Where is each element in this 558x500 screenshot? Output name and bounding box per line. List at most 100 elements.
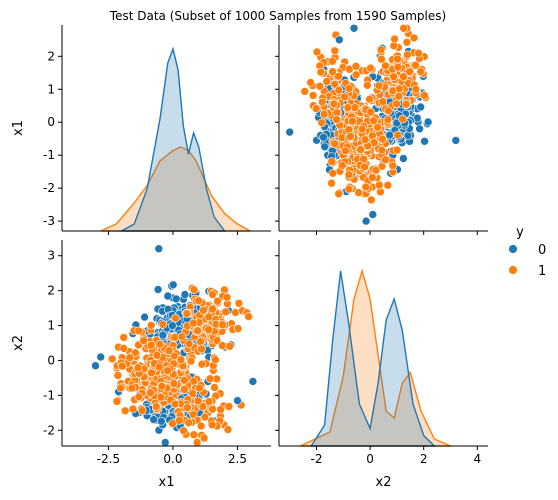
y-axis-label-x1: x1 xyxy=(11,120,26,136)
scatter-point xyxy=(373,123,383,132)
scatter-point xyxy=(385,130,394,140)
scatter-point xyxy=(337,161,347,170)
x-tick-label: -2 xyxy=(311,452,323,466)
scatter-point xyxy=(367,173,377,182)
y-tick-label: -2 xyxy=(43,423,55,437)
kde-curve-class_0 xyxy=(309,270,437,447)
scatter-point xyxy=(388,161,398,171)
scatter-point xyxy=(218,320,227,330)
scatter-point xyxy=(233,396,242,405)
x-tick-label: 0.0 xyxy=(163,452,182,466)
scatter-point xyxy=(344,184,354,194)
scatter-point xyxy=(196,421,206,431)
scatter-point xyxy=(392,99,401,109)
scatter-point xyxy=(205,374,215,384)
scatter-point xyxy=(356,145,365,154)
scatter-point xyxy=(377,54,386,64)
y-tick-label: 0 xyxy=(47,115,55,129)
scatter-point xyxy=(398,114,407,124)
scatter-point xyxy=(157,381,167,391)
scatter-point xyxy=(197,344,206,354)
scatter-point xyxy=(415,124,424,134)
kde-x1-panel xyxy=(100,46,251,232)
scatter-point xyxy=(198,402,208,411)
scatter-point xyxy=(322,77,332,86)
scatter-point xyxy=(366,195,376,205)
legend-label-1: 1 xyxy=(538,264,546,279)
scatter-point xyxy=(157,416,166,426)
scatter-point xyxy=(163,366,172,376)
scatter-point xyxy=(208,404,217,414)
scatter-point xyxy=(134,326,144,336)
scatter-point xyxy=(351,70,361,80)
scatter-point xyxy=(189,318,198,328)
scatter-x2-vs-x1-panel xyxy=(91,244,258,447)
scatter-point xyxy=(146,388,155,397)
scatter-point xyxy=(139,336,148,346)
scatter-point xyxy=(107,354,117,364)
legend: y 0 1 xyxy=(508,225,546,279)
scatter-point xyxy=(405,67,414,77)
y-tick-label: -2 xyxy=(43,181,55,195)
scatter-point xyxy=(327,178,336,188)
scatter-point xyxy=(183,403,192,413)
scatter-point xyxy=(376,45,386,55)
scatter-point xyxy=(420,137,429,146)
scatter-point xyxy=(194,296,203,306)
scatter-point xyxy=(389,72,399,81)
scatter-point xyxy=(153,285,163,294)
scatter-point xyxy=(210,383,219,392)
scatter-point xyxy=(401,100,411,109)
scatter-point xyxy=(348,116,357,126)
scatter-point xyxy=(383,115,393,124)
scatter-point xyxy=(199,305,208,315)
scatter-point xyxy=(316,67,326,77)
y-tick-label: 1 xyxy=(47,82,55,96)
scatter-point xyxy=(380,155,390,165)
scatter-point xyxy=(176,355,186,365)
scatter-point xyxy=(137,406,147,415)
scatter-point xyxy=(118,361,127,371)
scatter-point xyxy=(377,145,387,155)
scatter-point xyxy=(416,102,426,112)
kde-curve-class_0 xyxy=(120,46,226,232)
scatter-point xyxy=(451,136,461,145)
scatter-point xyxy=(155,362,164,372)
scatter-point xyxy=(378,97,388,106)
scatter-point xyxy=(344,84,354,93)
legend-label-0: 0 xyxy=(538,243,546,258)
scatter-point xyxy=(357,124,367,134)
scatter-point xyxy=(208,290,217,299)
scatter-point xyxy=(128,404,138,414)
scatter-point xyxy=(180,375,189,385)
scatter-point xyxy=(195,383,204,393)
scatter-point xyxy=(248,377,258,386)
y-axis-label-x2: x2 xyxy=(11,335,26,351)
scatter-point xyxy=(394,84,404,94)
scatter-point xyxy=(329,99,339,109)
scatter-point xyxy=(168,280,178,290)
scatter-point xyxy=(327,157,337,166)
scatter-point xyxy=(334,35,344,45)
x-tick-label: 2 xyxy=(420,452,428,466)
scatter-point xyxy=(225,341,235,351)
scatter-point xyxy=(158,330,168,340)
scatter-point xyxy=(311,104,321,113)
scatter-point xyxy=(213,296,222,306)
scatter-point xyxy=(200,412,210,422)
scatter-point xyxy=(180,290,190,299)
scatter-point xyxy=(319,109,329,119)
scatter-point xyxy=(211,355,220,365)
y-tick-label: -1 xyxy=(43,148,55,162)
scatter-point xyxy=(393,62,403,72)
scatter-point xyxy=(204,325,213,335)
scatter-point xyxy=(171,294,181,304)
scatter-point xyxy=(378,134,387,144)
scatter-point xyxy=(384,106,393,116)
scatter-point xyxy=(207,420,217,430)
scatter-point xyxy=(184,339,194,349)
scatter-point xyxy=(119,344,129,353)
scatter-point xyxy=(179,426,188,436)
scatter-point xyxy=(320,142,330,152)
scatter-point xyxy=(222,292,232,302)
